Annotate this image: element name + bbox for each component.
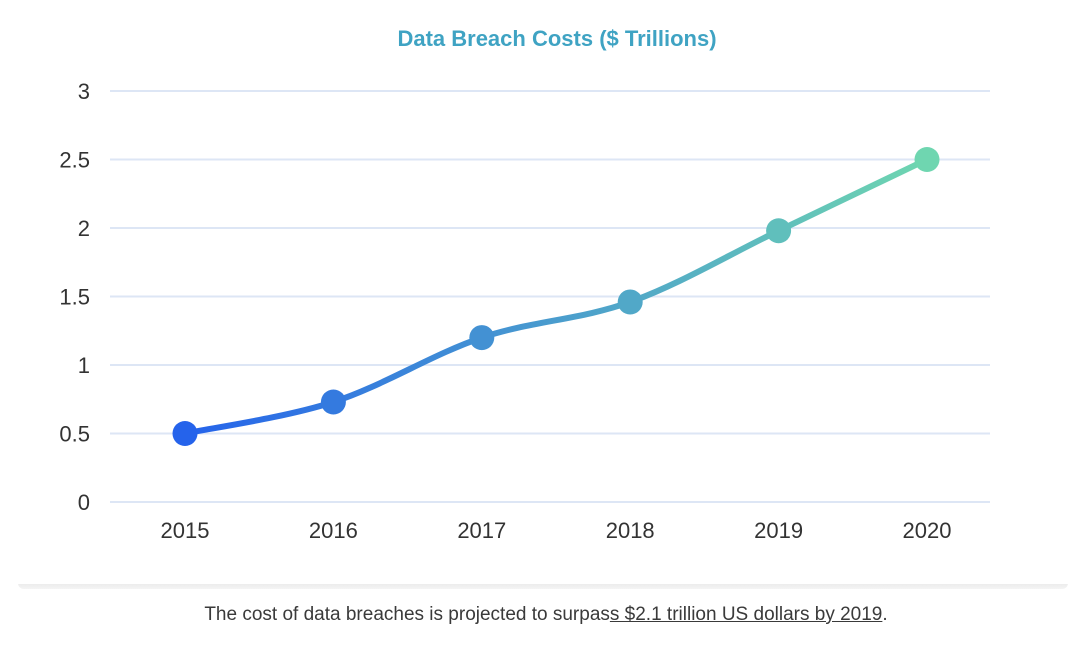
line-chart: Data Breach Costs ($ Trillions) 0 0.5 1 1.5… bbox=[59, 26, 990, 543]
x-tick-label: 2020 bbox=[903, 518, 952, 543]
data-point bbox=[914, 147, 940, 172]
data-point bbox=[172, 421, 198, 446]
caption-link[interactable]: s $2.1 trillion US dollars by 2019 bbox=[609, 604, 883, 625]
series-line-group bbox=[182, 156, 930, 437]
y-tick-label: 2.5 bbox=[59, 148, 90, 173]
y-tick-label: 1 bbox=[78, 353, 90, 378]
chart-caption: The cost of data breaches is projected t… bbox=[0, 604, 1092, 626]
x-tick-label: 2016 bbox=[309, 518, 358, 543]
caption-end: . bbox=[882, 604, 888, 625]
data-point bbox=[617, 289, 643, 315]
chart-card bbox=[18, 0, 1068, 584]
data-point bbox=[469, 325, 495, 351]
y-tick-label: 2 bbox=[78, 216, 90, 241]
x-axis-ticks: 2015 2016 2017 2018 2019 2020 bbox=[161, 518, 952, 543]
y-tick-label: 3 bbox=[78, 79, 90, 104]
chart-title: Data Breach Costs ($ Trillions) bbox=[397, 26, 716, 51]
y-axis-ticks: 0 0.5 1 1.5 2 2.5 3 bbox=[59, 79, 90, 515]
y-tick-label: 0 bbox=[78, 490, 90, 515]
chart-card-shadow bbox=[18, 580, 1068, 589]
data-point bbox=[320, 389, 346, 415]
series-line bbox=[182, 156, 930, 437]
y-tick-label: 0.5 bbox=[59, 422, 90, 447]
x-tick-label: 2017 bbox=[457, 518, 506, 543]
data-points bbox=[172, 147, 940, 446]
x-tick-label: 2019 bbox=[754, 518, 803, 543]
x-tick-label: 2018 bbox=[606, 518, 655, 543]
grid-lines bbox=[110, 90, 990, 503]
caption-text: The cost of data breaches is projected t… bbox=[204, 604, 610, 625]
y-tick-label: 1.5 bbox=[59, 285, 90, 310]
x-tick-label: 2015 bbox=[161, 518, 210, 543]
data-point bbox=[766, 218, 792, 244]
